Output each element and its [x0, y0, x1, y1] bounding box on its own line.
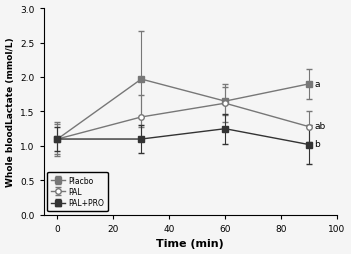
X-axis label: Time (min): Time (min)	[156, 239, 224, 248]
Text: ab: ab	[314, 121, 326, 130]
Legend: Placbo, PAL, PAL+PRO: Placbo, PAL, PAL+PRO	[47, 172, 108, 211]
Text: b: b	[314, 140, 320, 149]
Y-axis label: Whole bloodLactate (mmol/L): Whole bloodLactate (mmol/L)	[6, 38, 14, 186]
Text: a: a	[314, 80, 320, 89]
